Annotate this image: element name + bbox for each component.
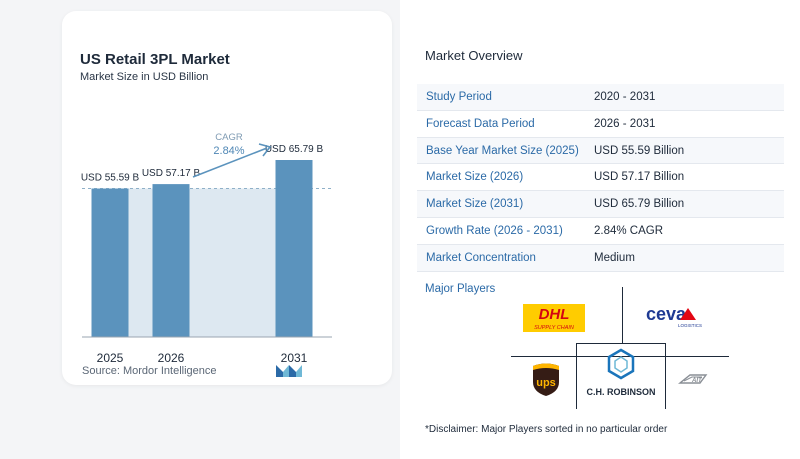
- bar-value-label: USD 65.79 B: [265, 144, 324, 155]
- overview-row-value: Medium: [594, 251, 635, 264]
- overview-row: Market Concentration Medium: [417, 244, 784, 272]
- category-tick-label: 2025: [97, 351, 124, 365]
- chart-subtitle: Market Size in USD Billion: [80, 71, 209, 83]
- overview-row-value: USD 57.17 Billion: [594, 171, 685, 184]
- cagr-label: CAGR: [215, 132, 243, 143]
- overview-row-label: Market Size (2026): [426, 171, 524, 184]
- overview-row: Base Year Market Size (2025) USD 55.59 Bi…: [417, 137, 784, 165]
- category-tick-label: 2026: [158, 351, 185, 365]
- overview-row: Market Size (2026) USD 57.17 Billion: [417, 164, 784, 192]
- cagr-arrow: [192, 147, 268, 178]
- players-divider: [576, 343, 665, 344]
- ceva-logo-text: ceva: [646, 304, 687, 324]
- overview-row-value: 2026 - 2031: [594, 117, 656, 130]
- cagr-value: 2.84%: [213, 145, 244, 157]
- bar: [152, 184, 190, 337]
- overview-row: Growth Rate (2026 - 2031) 2.84% CAGR: [417, 218, 784, 245]
- disclaimer-text: *Disclaimer: Major Players sorted in no …: [425, 424, 668, 435]
- overview-row: Forecast Data Period 2026 - 2031: [417, 111, 784, 138]
- overview-row-label: Growth Rate (2026 - 2031): [426, 224, 563, 237]
- cagr-arrow-head: [258, 143, 272, 157]
- dhl-logo-text: DHL: [539, 306, 570, 323]
- players-divider: [576, 343, 577, 409]
- bar-value-label: USD 55.59 B: [81, 173, 140, 184]
- bar: [275, 160, 313, 337]
- ups-logo: ups: [531, 362, 561, 401]
- players-divider: [665, 343, 666, 409]
- growth-region: [128, 188, 276, 337]
- ch-robinson-logo: C.H. ROBINSON: [580, 347, 662, 406]
- dhl-logo: DHL SUPPLY CHAIN: [523, 304, 585, 337]
- players-divider: [511, 356, 729, 357]
- overview-row-value: USD 65.79 Billion: [594, 198, 685, 211]
- overview-row-label: Forecast Data Period: [426, 117, 535, 130]
- overview-row-value: 2020 - 2031: [594, 91, 656, 103]
- dhl-logo-tagline: SUPPLY CHAIN: [534, 325, 574, 331]
- ait-logo: AIT: [676, 369, 716, 394]
- ceva-logo-tagline: LOGISTICS: [678, 323, 702, 328]
- market-overview-panel: Market Overview Study Period 2020 - 2031 F…: [400, 0, 800, 459]
- overview-row-label: Study Period: [426, 91, 492, 103]
- overview-row: Study Period 2020 - 2031: [417, 84, 784, 111]
- overview-row-label: Base Year Market Size (2025): [426, 144, 579, 157]
- overview-row-label: Market Concentration: [426, 251, 536, 264]
- category-tick-label: 2031: [281, 351, 308, 365]
- bar: [91, 188, 129, 337]
- overview-row-value: 2.84% CAGR: [594, 224, 664, 237]
- overview-table: Study Period 2020 - 2031 Forecast Data Per…: [417, 84, 784, 272]
- overview-title: Market Overview: [425, 48, 523, 63]
- overview-row-label: Market Size (2031): [426, 198, 524, 211]
- players-divider: [622, 287, 623, 343]
- players-title: Major Players: [425, 283, 496, 295]
- overview-row-value: USD 55.59 Billion: [594, 144, 685, 157]
- bar-value-label: USD 57.17 B: [142, 168, 201, 179]
- source-text: Source: Mordor Intelligence: [82, 365, 217, 377]
- chart-title: US Retail 3PL Market: [80, 51, 230, 68]
- ch-robinson-logo-text: C.H. ROBINSON: [586, 387, 655, 397]
- ups-logo-text: ups: [536, 377, 556, 389]
- mordor-intelligence-logo: [276, 365, 302, 377]
- overview-row: Market Size (2031) USD 65.79 Billion: [417, 191, 784, 218]
- bar-chart: USD 55.59 B 2025 USD 57.17 B 2026 USD 65.79 …: [81, 132, 332, 365]
- chart-card: US Retail 3PL Market Market Size in USD …: [62, 11, 392, 385]
- ait-logo-text: AIT: [691, 378, 703, 384]
- ceva-logo: ceva LOGISTICS: [644, 304, 708, 335]
